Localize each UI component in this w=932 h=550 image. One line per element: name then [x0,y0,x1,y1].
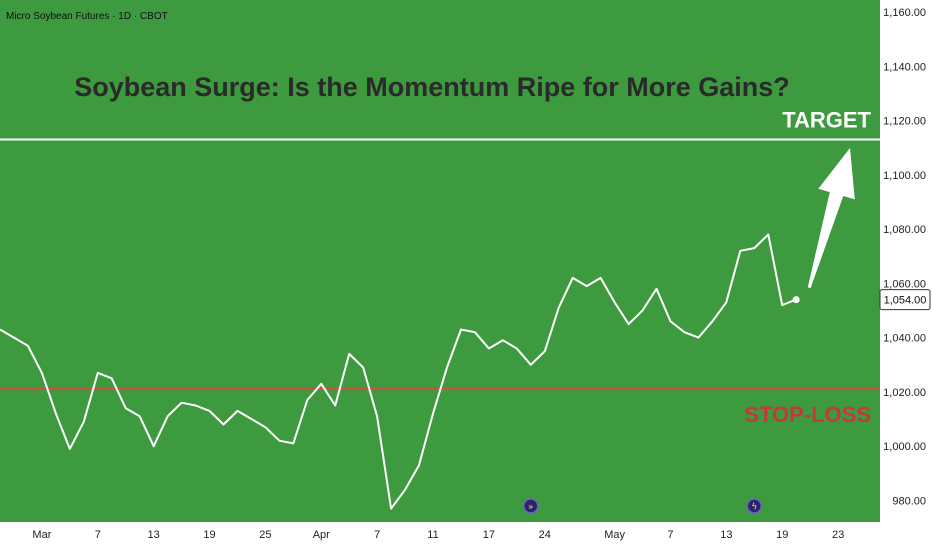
current-price-badge: 1,054.00 [879,289,931,311]
svg-text:ϟ: ϟ [751,503,757,513]
x-tick-label: Mar [32,529,51,541]
x-tick-label: 7 [95,529,101,541]
price-series-line [0,233,797,510]
x-tick-label: 13 [148,529,160,541]
target-label: TARGET [782,108,871,133]
up-arrow-icon [807,148,855,289]
x-tick-label: May [604,529,625,541]
last-price-dot [792,296,800,304]
time-axis[interactable] [0,522,880,550]
price-axis[interactable] [880,0,932,550]
y-tick-label: 980.00 [892,495,926,507]
stop-loss-label: STOP-LOSS [744,402,871,427]
y-tick-label: 1,060.00 [883,278,926,290]
symbol-label: Micro Soybean Futures · 1D · CBOT [6,11,168,22]
x-tick-label: 19 [203,529,215,541]
y-tick-label: 1,080.00 [883,224,926,236]
chart-headline: Soybean Surge: Is the Momentum Ripe for … [74,72,790,102]
svg-text:»: » [528,503,534,513]
event-markers: » ϟ [523,498,763,514]
x-tick-label: 7 [374,529,380,541]
y-tick-label: 1,140.00 [883,61,926,73]
x-tick-label: Apr [313,529,330,541]
fast-forward-icon[interactable]: » [523,498,539,514]
y-axis-ticks: 980.00 1,000.00 1,020.00 1,040.00 1,060.00 1,… [883,7,926,507]
y-tick-label: 1,100.00 [883,170,926,182]
x-tick-label: 25 [259,529,271,541]
x-tick-label: 11 [427,529,438,541]
lightning-icon[interactable]: ϟ [746,498,763,514]
y-tick-label: 1,020.00 [883,387,926,399]
x-tick-label: 23 [832,529,844,541]
x-tick-label: 19 [776,529,788,541]
y-tick-label: 1,000.00 [883,441,926,453]
x-tick-label: 7 [667,529,673,541]
y-tick-label: 1,120.00 [883,116,926,128]
x-axis-ticks: Mar 7 13 19 25 Apr 7 11 17 24 May 7 13 19 23 [32,529,844,541]
current-price-value: 1,054.00 [884,295,927,307]
plot-area[interactable] [0,0,880,522]
x-tick-label: 13 [720,529,732,541]
y-tick-label: 1,040.00 [883,333,926,345]
y-tick-label: 1,160.00 [883,7,926,19]
x-tick-label: 24 [539,529,551,541]
x-tick-label: 17 [483,529,495,541]
